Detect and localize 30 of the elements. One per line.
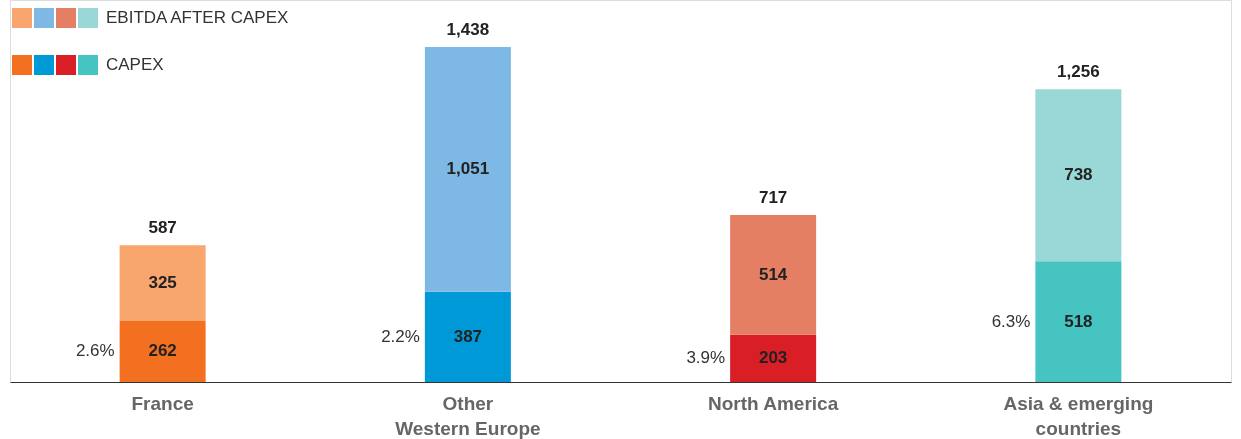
data-label: 514: [758, 264, 788, 284]
total-label: 1,256: [1057, 62, 1100, 82]
x-tick-label: North America: [708, 392, 839, 414]
x-tick-label: France: [131, 392, 194, 414]
bar: [119, 245, 206, 321]
bar: [730, 214, 817, 335]
data-label: 262: [148, 341, 177, 361]
bar: [730, 334, 817, 382]
data-label: 325: [148, 273, 177, 293]
data-label: 387: [453, 326, 483, 346]
data-label: 738: [1064, 165, 1093, 185]
bar: [424, 291, 511, 382]
total-label: 587: [148, 218, 177, 238]
bar: [1035, 89, 1122, 262]
x-tick-label: Other Western Europe: [395, 392, 541, 439]
annotation: 6.3%: [991, 311, 1031, 331]
bar: [424, 46, 511, 292]
total-label: 1,438: [446, 19, 490, 39]
data-label: 518: [1064, 311, 1093, 331]
data-label: 203: [758, 348, 788, 368]
total-label: 717: [758, 187, 788, 207]
bar: [119, 320, 206, 382]
annotation: 2.6%: [75, 341, 115, 361]
legend-label: EBITDA AFTER CAPEX: [106, 8, 289, 27]
annotation: 3.9%: [686, 348, 726, 368]
legend-label: CAPEX: [106, 55, 164, 74]
data-label: 1,051: [446, 159, 490, 179]
x-tick-label: Asia & emerging countries: [1003, 392, 1154, 439]
annotation: 2.2%: [381, 326, 420, 346]
bar: [1035, 261, 1122, 382]
